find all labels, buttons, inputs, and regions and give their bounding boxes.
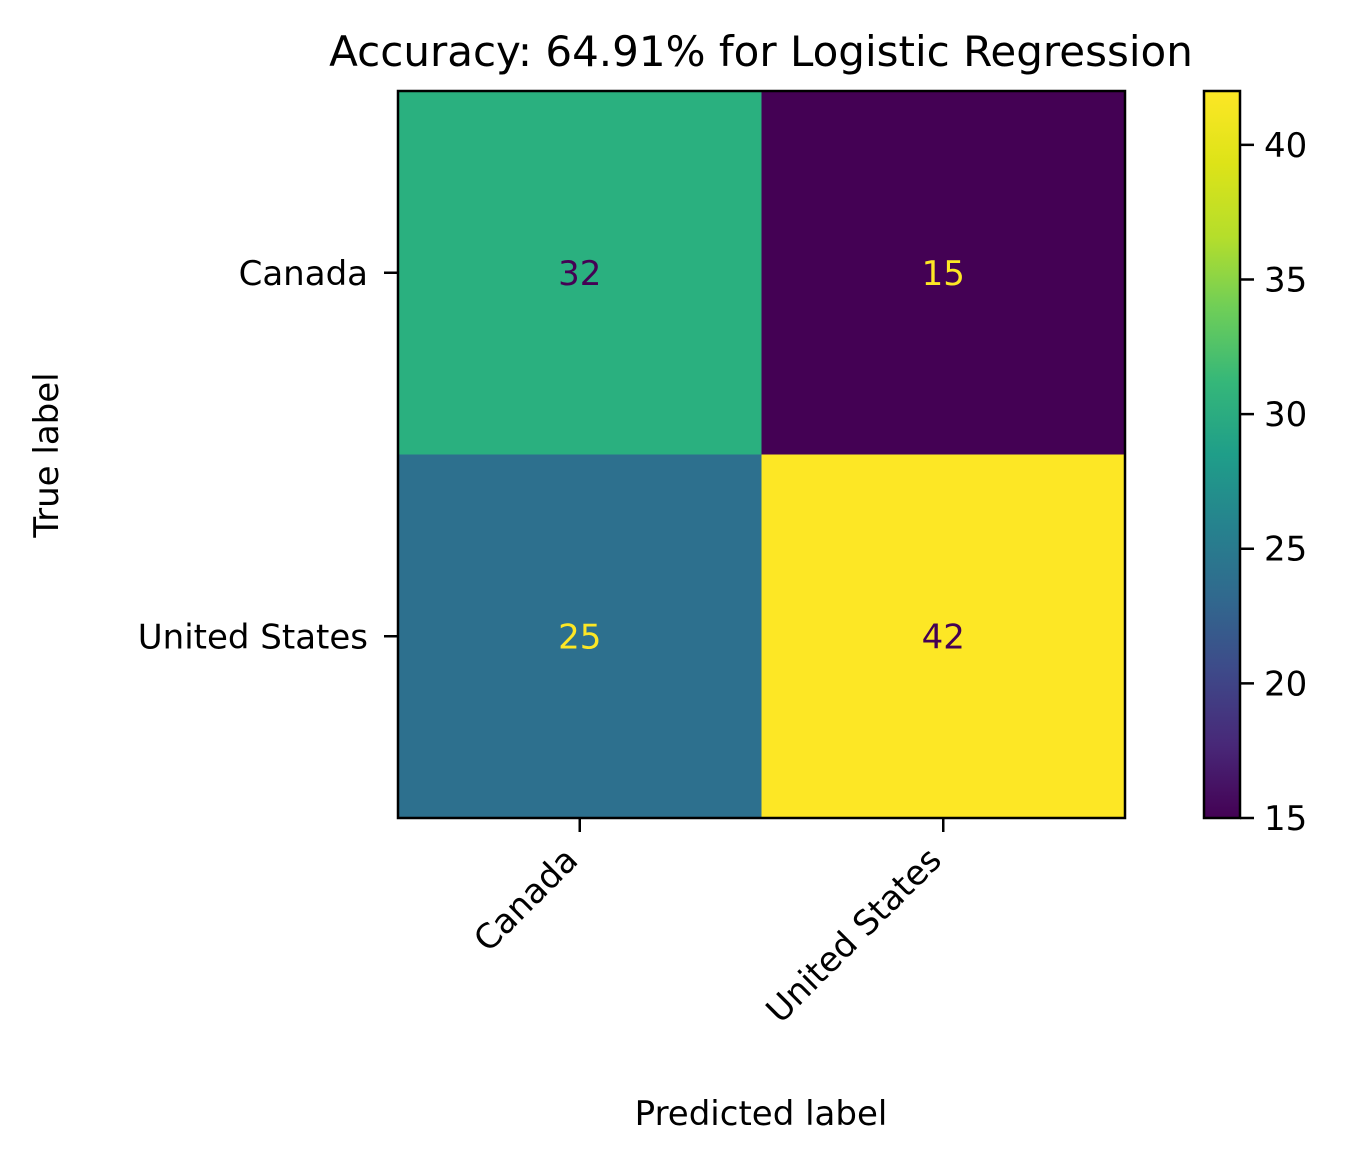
cell-value-1-0: 25 [558, 617, 601, 657]
cell-value-0-0: 32 [558, 254, 601, 294]
cell-value-labels: 32 15 25 42 [558, 254, 965, 658]
y-tick-label-1: United States [138, 617, 368, 657]
colorbar-tick-label-2: 25 [1264, 530, 1307, 570]
y-axis-ticks: Canada United States [138, 254, 398, 657]
heatmap-cell-0-1 [761, 91, 1126, 455]
x-tick-label-1: United States [759, 840, 950, 1031]
cell-value-1-1: 42 [922, 617, 965, 657]
colorbar-tick-label-0: 15 [1264, 799, 1307, 839]
cell-value-0-1: 15 [922, 254, 965, 294]
y-tick-label-0: Canada [239, 254, 368, 294]
colorbar [1202, 89, 1242, 820]
colorbar-tick-label-3: 30 [1264, 395, 1307, 435]
x-axis-ticks: Canada United States [466, 818, 950, 1031]
x-tick-label-0: Canada [466, 840, 586, 960]
colorbar-ticks: 15 20 25 30 35 40 [1240, 126, 1307, 839]
heatmap-cell-1-1 [761, 454, 1126, 819]
heatmap-cell-0-0 [398, 91, 762, 455]
y-axis-label: True label [27, 372, 67, 538]
heatmap-cells [398, 91, 1126, 819]
colorbar-tick-label-4: 35 [1264, 260, 1307, 300]
colorbar-tick-label-5: 40 [1264, 126, 1307, 166]
x-axis-label: Predicted label [635, 1094, 888, 1134]
heatmap-cell-1-0 [398, 454, 762, 819]
colorbar-tick-label-1: 20 [1264, 664, 1307, 704]
chart-title: Accuracy: 64.91% for Logistic Regression [329, 27, 1193, 76]
plot-frame [396, 89, 1127, 820]
